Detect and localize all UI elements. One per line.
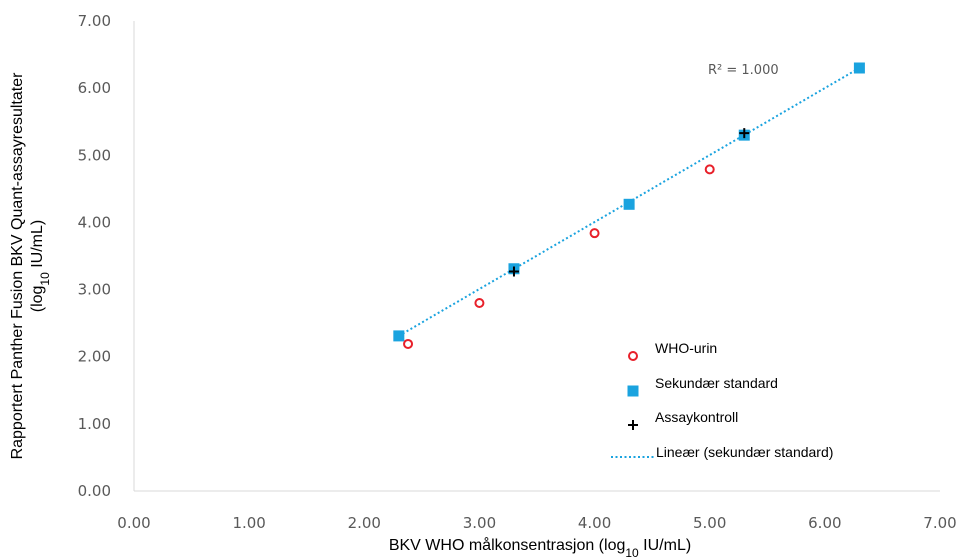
legend-label: Assaykontroll bbox=[655, 409, 738, 425]
data-point bbox=[474, 298, 485, 308]
data-point bbox=[393, 330, 405, 342]
series-open-circle bbox=[403, 164, 715, 349]
y-tick-label: 1.00 bbox=[78, 415, 111, 433]
data-point bbox=[589, 228, 600, 239]
legend: WHO-urin Sekundær standard Assaykontroll Li… bbox=[611, 340, 833, 460]
y-tick-labels: 0.00 1.00 2.00 3.00 4.00 5.00 6.00 7.00 bbox=[78, 12, 111, 500]
y-tick-label: 5.00 bbox=[78, 146, 111, 164]
legend-item: Lineær (sekundær standard) bbox=[611, 444, 833, 460]
series-square bbox=[393, 62, 865, 342]
x-axis-title: BKV WHO målkonsentrasjon (log10 IU/mL) bbox=[389, 536, 691, 557]
series-plus bbox=[508, 128, 750, 277]
y-axis-title-line1: Rapportert Panther Fusion BKV Quant-assa… bbox=[9, 72, 26, 460]
y-tick-label: 7.00 bbox=[78, 12, 111, 30]
x-tick-label: 6.00 bbox=[808, 514, 841, 532]
legend-item: WHO-urin bbox=[628, 340, 717, 361]
legend-label: Sekundær standard bbox=[655, 375, 778, 391]
x-tick-labels: 0.00 1.00 2.00 3.00 4.00 5.00 6.00 7.00 bbox=[117, 514, 956, 532]
legend-swatch bbox=[628, 420, 638, 430]
data-point bbox=[704, 164, 715, 175]
y-axis-title-line2: (log10 IU/mL) bbox=[29, 220, 52, 313]
x-tick-label: 3.00 bbox=[463, 514, 496, 532]
y-tick-label: 2.00 bbox=[78, 348, 111, 366]
y-tick-label: 0.00 bbox=[78, 482, 111, 500]
data-point bbox=[508, 266, 519, 277]
y-tick-label: 6.00 bbox=[78, 79, 111, 97]
y-axis-title: Rapportert Panther Fusion BKV Quant-assa… bbox=[9, 72, 52, 460]
data-point bbox=[403, 338, 414, 349]
x-tick-label: 4.00 bbox=[578, 514, 611, 532]
y-tick-label: 4.00 bbox=[78, 213, 111, 231]
legend-label: WHO-urin bbox=[655, 340, 717, 356]
r-squared-annotation: R² = 1.000 bbox=[708, 63, 779, 78]
x-tick-label: 0.00 bbox=[117, 514, 150, 532]
data-points-layer bbox=[393, 62, 865, 349]
legend-swatch bbox=[628, 351, 638, 361]
data-point bbox=[623, 198, 635, 210]
legend-label: Lineær (sekundær standard) bbox=[656, 444, 833, 460]
x-tick-label: 2.00 bbox=[348, 514, 381, 532]
data-point bbox=[853, 62, 865, 74]
x-tick-label: 5.00 bbox=[693, 514, 726, 532]
data-point bbox=[739, 128, 750, 139]
axes bbox=[133, 21, 940, 492]
legend-item: Sekundær standard bbox=[627, 375, 778, 397]
legend-item: Assaykontroll bbox=[628, 409, 738, 430]
x-tick-label: 7.00 bbox=[923, 514, 956, 532]
x-tick-label: 1.00 bbox=[232, 514, 265, 532]
legend-swatch bbox=[627, 385, 639, 397]
y-tick-label: 3.00 bbox=[78, 281, 111, 299]
